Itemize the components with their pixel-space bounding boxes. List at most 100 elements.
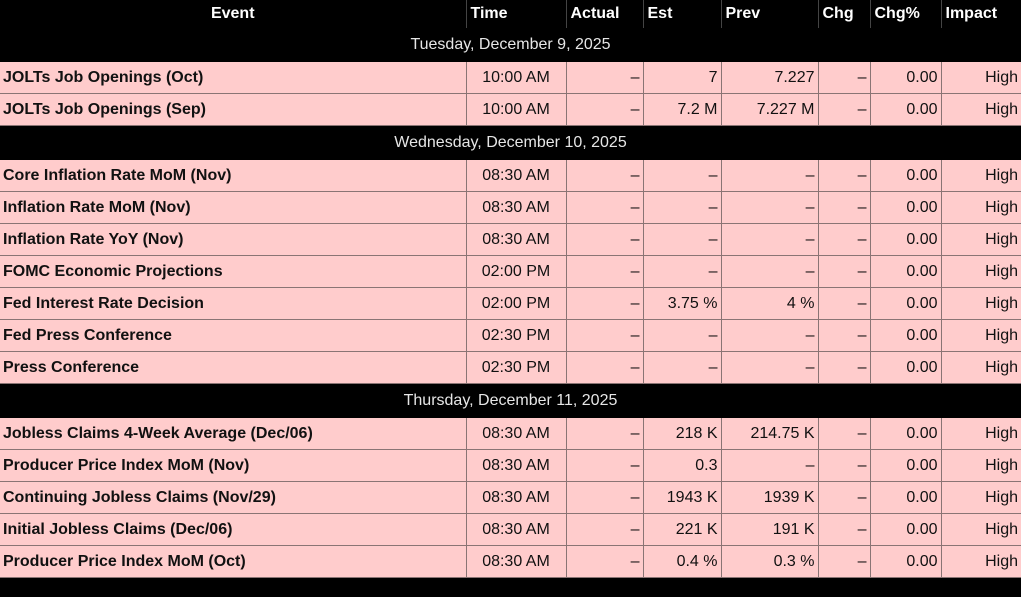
event-name: JOLTs Job Openings (Sep) — [0, 93, 467, 126]
event-chg-pct: 0.00 — [870, 159, 942, 192]
event-impact: High — [941, 159, 1021, 192]
event-time: 10:00 AM — [466, 93, 567, 126]
event-time: 08:30 AM — [466, 481, 567, 514]
event-time: 08:30 AM — [466, 417, 567, 450]
event-row[interactable]: Initial Jobless Claims (Dec/06) 08:30 AM –… — [0, 513, 1021, 546]
event-row[interactable]: Continuing Jobless Claims (Nov/29) 08:30 … — [0, 481, 1021, 514]
event-prev: – — [721, 191, 819, 224]
column-header-chg[interactable]: Chg — [818, 0, 871, 28]
column-header-impact[interactable]: Impact — [941, 0, 1021, 28]
event-chg: – — [818, 319, 871, 352]
event-chg: – — [818, 449, 871, 482]
event-chg: – — [818, 287, 871, 320]
scrollbar-track[interactable] — [1021, 0, 1031, 597]
column-header-actual[interactable]: Actual — [566, 0, 644, 28]
event-row[interactable]: Press Conference 02:30 PM – – – –0.00 High — [0, 351, 1021, 384]
event-actual: – — [566, 61, 644, 94]
column-header-event[interactable]: Event — [0, 0, 467, 28]
event-row[interactable]: JOLTs Job Openings (Oct) 10:00 AM –7 7.227–… — [0, 61, 1021, 94]
event-row[interactable]: Producer Price Index MoM (Nov) 08:30 AM –0… — [0, 449, 1021, 482]
event-time: 10:00 AM — [466, 61, 567, 94]
event-chg-pct: 0.00 — [870, 287, 942, 320]
event-time: 08:30 AM — [466, 223, 567, 256]
event-name: Producer Price Index MoM (Oct) — [0, 545, 467, 578]
event-row[interactable]: JOLTs Job Openings (Sep) 10:00 AM –7.2 M 7.… — [0, 93, 1021, 126]
column-header-time[interactable]: Time — [466, 0, 567, 28]
event-chg-pct: 0.00 — [870, 545, 942, 578]
event-name: Core Inflation Rate MoM (Nov) — [0, 159, 467, 192]
event-name: Press Conference — [0, 351, 467, 384]
event-prev: 4 % — [721, 287, 819, 320]
event-chg-pct: 0.00 — [870, 513, 942, 546]
event-prev: 7.227 — [721, 61, 819, 94]
column-header-prev[interactable]: Prev — [721, 0, 819, 28]
event-row[interactable]: Fed Interest Rate Decision 02:00 PM – 3.75 … — [0, 287, 1021, 320]
event-time: 08:30 AM — [466, 159, 567, 192]
day-label: Tuesday, December 9, 2025 — [0, 28, 1021, 62]
event-est: – — [643, 255, 722, 288]
event-row[interactable]: FOMC Economic Projections 02:00 PM – – – –0.0… — [0, 255, 1021, 288]
event-actual: – — [566, 481, 644, 514]
event-chg: – — [818, 417, 871, 450]
event-chg: – — [818, 93, 871, 126]
event-row[interactable]: Inflation Rate YoY (Nov) 08:30 AM – – – –0.00… — [0, 223, 1021, 256]
event-chg: – — [818, 351, 871, 384]
event-name: Inflation Rate MoM (Nov) — [0, 191, 467, 224]
column-header-chg-pct[interactable]: Chg% — [870, 0, 942, 28]
event-row[interactable]: Fed Press Conference 02:30 PM – – – –0.00 High — [0, 319, 1021, 352]
event-prev: 0.3 % — [721, 545, 819, 578]
day-label: Thursday, December 11, 2025 — [0, 383, 1021, 418]
event-impact: High — [941, 61, 1021, 94]
event-actual: – — [566, 417, 644, 450]
header-row: Event Time Actual Est Prev Chg Chg% Impa… — [0, 0, 1021, 28]
event-chg-pct: 0.00 — [870, 61, 942, 94]
event-row[interactable]: Jobless Claims 4-Week Average (Dec/06) 08… — [0, 417, 1021, 450]
event-prev: – — [721, 319, 819, 352]
event-name: Producer Price Index MoM (Nov) — [0, 449, 467, 482]
event-row[interactable]: Inflation Rate MoM (Nov) 08:30 AM – – – –0.00… — [0, 191, 1021, 224]
event-est: – — [643, 159, 722, 192]
event-name: FOMC Economic Projections — [0, 255, 467, 288]
event-chg-pct: 0.00 — [870, 481, 942, 514]
event-est: 221 K — [643, 513, 722, 546]
event-est: 218 K — [643, 417, 722, 450]
event-impact: High — [941, 287, 1021, 320]
column-header-est[interactable]: Est — [643, 0, 722, 28]
event-chg: – — [818, 513, 871, 546]
event-chg: – — [818, 159, 871, 192]
event-est: 0.3 — [643, 449, 722, 482]
event-time: 08:30 AM — [466, 449, 567, 482]
event-row[interactable]: Producer Price Index MoM (Oct) 08:30 AM –0… — [0, 545, 1021, 578]
event-chg: – — [818, 191, 871, 224]
event-row[interactable]: Core Inflation Rate MoM (Nov) 08:30 AM – – –… — [0, 159, 1021, 192]
event-est: 0.4 % — [643, 545, 722, 578]
day-header-row: Wednesday, December 10, 2025 — [0, 125, 1021, 160]
event-prev: – — [721, 449, 819, 482]
event-actual: – — [566, 191, 644, 224]
event-est: 7 — [643, 61, 722, 94]
event-est: – — [643, 319, 722, 352]
event-time: 02:00 PM — [466, 255, 567, 288]
event-impact: High — [941, 545, 1021, 578]
event-prev: 1939 K — [721, 481, 819, 514]
event-name: Fed Interest Rate Decision — [0, 287, 467, 320]
event-name: Initial Jobless Claims (Dec/06) — [0, 513, 467, 546]
event-time: 08:30 AM — [466, 191, 567, 224]
event-chg: – — [818, 255, 871, 288]
day-label: Wednesday, December 10, 2025 — [0, 125, 1021, 160]
event-chg: – — [818, 223, 871, 256]
event-prev: – — [721, 223, 819, 256]
event-actual: – — [566, 93, 644, 126]
event-name: JOLTs Job Openings (Oct) — [0, 61, 467, 94]
day-header-row: Thursday, December 11, 2025 — [0, 383, 1021, 418]
event-est: – — [643, 191, 722, 224]
event-prev: 7.227 M — [721, 93, 819, 126]
event-est: 3.75 % — [643, 287, 722, 320]
event-chg: – — [818, 481, 871, 514]
event-prev: 191 K — [721, 513, 819, 546]
event-name: Inflation Rate YoY (Nov) — [0, 223, 467, 256]
event-actual: – — [566, 351, 644, 384]
event-time: 02:00 PM — [466, 287, 567, 320]
event-chg-pct: 0.00 — [870, 351, 942, 384]
